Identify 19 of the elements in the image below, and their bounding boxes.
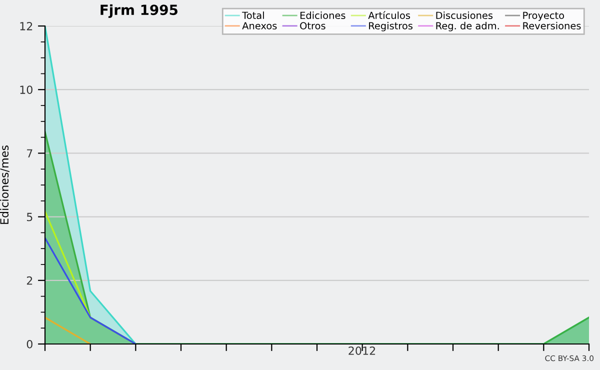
- legend-label: Registros: [369, 22, 412, 32]
- y-tick-label: 7: [27, 149, 32, 158]
- y-tick-label: 2: [26, 276, 32, 285]
- legend-label: Anexos: [242, 22, 277, 30]
- legend-label: Ediciones: [300, 12, 346, 20]
- legend-label: Reversiones: [523, 22, 581, 30]
- legend-label: Otros: [300, 22, 326, 30]
- legend-label: Proyecto: [523, 12, 564, 21]
- y-axis-title: Ediciones/mes: [0, 146, 10, 224]
- chart-title: Fjrm 1995: [100, 4, 178, 18]
- y-tick-label: 5: [26, 212, 32, 222]
- legend-label: Artículos: [368, 11, 410, 20]
- text: 2012: [348, 346, 376, 355]
- legend-label: Total: [242, 12, 264, 20]
- legend-label: Discusiones: [436, 12, 493, 20]
- y-tick-label: 0: [26, 340, 32, 348]
- y-tick-label: 10: [20, 86, 32, 94]
- legend-label: Reg. de adm.: [436, 22, 499, 32]
- y-tick-label: 12: [20, 22, 32, 30]
